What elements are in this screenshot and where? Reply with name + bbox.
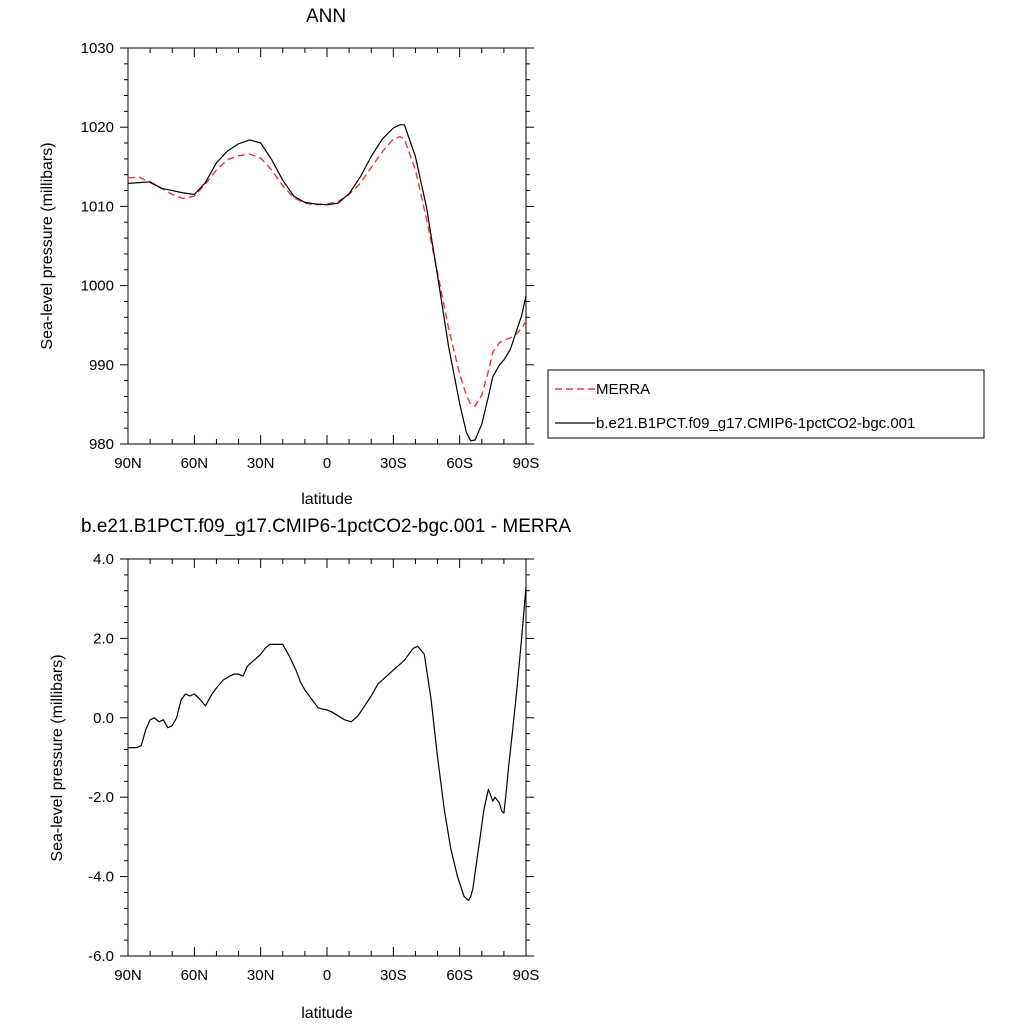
- x-tick-label: 90S: [513, 967, 540, 984]
- x-tick-label: 90S: [513, 455, 540, 472]
- x-tick-label: 30S: [380, 455, 407, 472]
- x-tick-label: 60S: [446, 967, 473, 984]
- bottom-plot-ylabel: Sea-level pressure (millibars): [49, 654, 66, 861]
- y-tick-label: 1000: [81, 278, 114, 295]
- legend-box: [547, 369, 985, 439]
- legend: MERRA b.e21.B1PCT.f09_g17.CMIP6-1pctCO2-…: [547, 369, 985, 439]
- x-tick-label: 90N: [114, 455, 142, 472]
- y-tick-label: 1030: [81, 40, 114, 57]
- bottom-plot-frame: [127, 558, 527, 957]
- x-tick-label: 30N: [247, 967, 275, 984]
- y-tick-label: 990: [89, 357, 114, 374]
- x-tick-label: 0: [323, 967, 331, 984]
- x-tick-label: 60N: [181, 967, 209, 984]
- y-tick-label: 1010: [81, 198, 114, 215]
- series-line-model: [128, 586, 527, 901]
- x-tick-label: 60N: [181, 455, 209, 472]
- x-tick-label: 0: [323, 455, 331, 472]
- bottom-plot-title: b.e21.B1PCT.f09_g17.CMIP6-1pctCO2-bgc.00…: [81, 516, 571, 537]
- legend-label-merra: MERRA: [596, 381, 650, 398]
- legend-label-model: b.e21.B1PCT.f09_g17.CMIP6-1pctCO2-bgc.00…: [596, 415, 915, 432]
- y-tick-label: 1020: [81, 119, 114, 136]
- top-plot-frame: [127, 47, 527, 445]
- top-plot: ANN 90N 60N 30N 0 30S 60S 90S 980 990 1000 1010 102…: [39, 6, 985, 508]
- y-tick-label: 980: [89, 436, 114, 453]
- top-plot-ticks: 90N 60N 30N 0 30S 60S 90S 980 990 1000 1010 1020 103…: [81, 40, 540, 472]
- y-tick-label: 0.0: [93, 710, 114, 727]
- y-tick-label: -4.0: [88, 869, 114, 886]
- top-plot-ylabel: Sea-level pressure (millibars): [39, 142, 56, 349]
- y-tick-label: -6.0: [88, 948, 114, 965]
- y-tick-label: -2.0: [88, 789, 114, 806]
- top-plot-xlabel: latitude: [301, 491, 353, 508]
- series-line-model: [127, 124, 527, 442]
- y-tick-label: 4.0: [93, 551, 114, 568]
- bottom-plot-xlabel: latitude: [301, 1005, 353, 1022]
- bottom-plot-lines: [128, 586, 527, 901]
- bottom-plot-ticks: 90N 60N 30N 0 30S 60S 90S -6.0 -4.0 -2.0 0.0 2.0 4.0: [88, 551, 539, 984]
- top-plot-title: ANN: [306, 6, 346, 27]
- top-plot-lines: [127, 124, 527, 442]
- x-tick-label: 60S: [446, 455, 473, 472]
- bottom-plot: b.e21.B1PCT.f09_g17.CMIP6-1pctCO2-bgc.00…: [49, 516, 571, 1022]
- x-tick-label: 30N: [247, 455, 275, 472]
- x-tick-label: 30S: [380, 967, 407, 984]
- series-line-merra: [127, 136, 527, 407]
- y-tick-label: 2.0: [93, 630, 114, 647]
- x-tick-label: 90N: [114, 967, 142, 984]
